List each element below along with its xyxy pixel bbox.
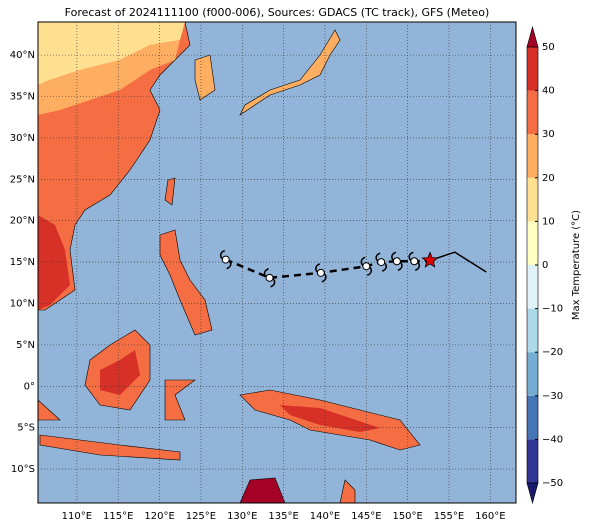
colorbar-tick-label: −50 <box>542 478 563 489</box>
y-tick-label: 25°N <box>10 174 35 185</box>
x-tick-label: 150°E <box>392 511 422 522</box>
y-tick-label: 20°N <box>10 216 35 227</box>
x-tick-label: 155°E <box>434 511 464 522</box>
x-tick-label: 160°E <box>475 511 505 522</box>
colorbar-tick-label: 0 <box>542 260 548 271</box>
track-point <box>316 268 325 277</box>
x-tick-label: 130°E <box>227 511 257 522</box>
y-tick-label: 30°N <box>10 133 35 144</box>
y-tick-label: 40°N <box>10 50 35 61</box>
colorbar-segment <box>527 439 538 483</box>
colorbar-tick-label: −40 <box>542 434 563 445</box>
track-point <box>392 257 401 266</box>
colorbar-tick-label: 40 <box>542 86 555 97</box>
colorbar-segment <box>527 90 538 135</box>
y-tick-label: 15°N <box>10 257 35 268</box>
y-tick-label: 10°S <box>11 464 35 475</box>
x-tick-label: 120°E <box>144 511 174 522</box>
x-tick-label: 140°E <box>310 511 340 522</box>
colorbar-tick-label: 30 <box>542 129 555 140</box>
y-tick-label: 35°N <box>10 92 35 103</box>
colorbar-segment <box>527 308 538 353</box>
track-point <box>265 273 274 282</box>
colorbar-over <box>526 25 539 48</box>
track-point <box>221 255 230 264</box>
colorbar-tick-label: 50 <box>542 42 555 53</box>
colorbar-tick-label: −20 <box>542 347 563 358</box>
title: Forecast of 2024111100 (f000-006), Sourc… <box>65 6 490 19</box>
x-tick-label: 145°E <box>351 511 381 522</box>
colorbar-tick-label: 10 <box>542 216 555 227</box>
x-tick-label: 135°E <box>268 511 298 522</box>
y-tick-label: 0° <box>24 381 35 392</box>
colorbar-tick-label: −30 <box>542 391 563 402</box>
colorbar-segment <box>527 352 538 396</box>
y-tick-label: 10°N <box>10 298 35 309</box>
colorbar-segment <box>527 47 538 91</box>
colorbar-under <box>526 482 539 505</box>
colorbar-segment <box>527 177 538 222</box>
current-position <box>421 251 439 268</box>
colorbar-segment <box>527 265 538 309</box>
map-frame <box>37 21 517 504</box>
x-tick-label: 110°E <box>62 511 92 522</box>
track-point <box>410 257 419 266</box>
colorbar-segment <box>527 221 538 265</box>
colorbar-label: Max Temperature (°C) <box>571 210 582 320</box>
track-point <box>362 262 371 271</box>
track-point <box>377 258 386 267</box>
y-tick-label: 5°N <box>16 340 35 351</box>
colorbar-segment <box>527 134 538 178</box>
x-tick-label: 125°E <box>186 511 216 522</box>
colorbar-segment <box>527 395 538 440</box>
colorbar-tick-label: 20 <box>542 173 555 184</box>
colorbar-tick-label: −10 <box>542 304 563 315</box>
x-tick-label: 115°E <box>103 511 133 522</box>
land <box>38 22 421 503</box>
y-tick-label: 5°S <box>17 423 35 434</box>
